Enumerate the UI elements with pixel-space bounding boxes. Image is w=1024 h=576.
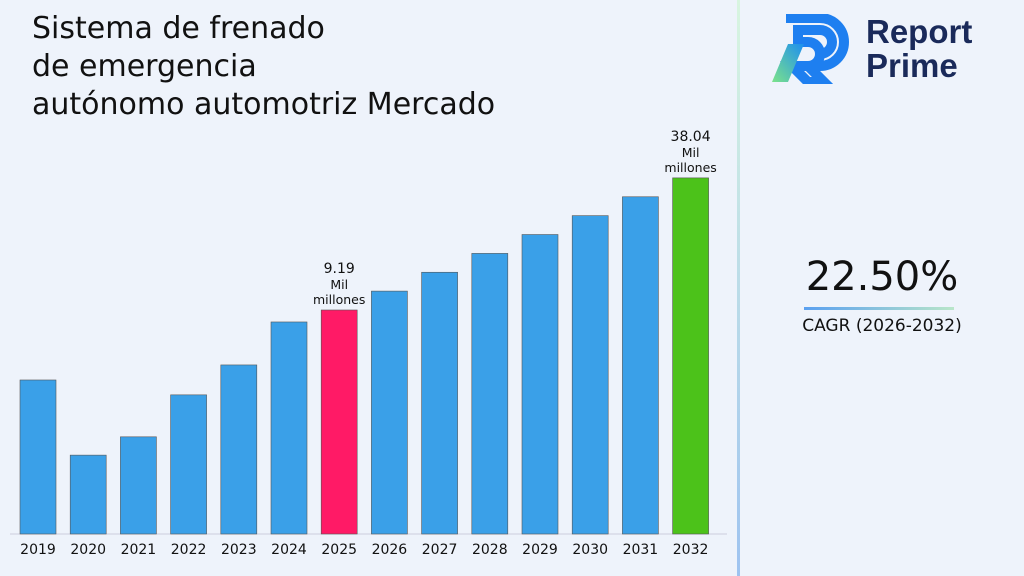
- bar-2028: [471, 253, 509, 535]
- x-tick-label: 2031: [623, 542, 659, 558]
- x-tick-label: 2027: [422, 542, 458, 558]
- bar-2032: [672, 177, 709, 535]
- cagr-underline: [804, 307, 954, 310]
- bar-2026: [371, 290, 408, 535]
- divider: [737, 0, 740, 576]
- x-tick-label: 2021: [121, 542, 157, 558]
- data-label: Mil: [682, 145, 700, 160]
- data-label: Mil: [330, 277, 348, 292]
- bar-2030: [571, 215, 609, 535]
- title-line: de emergencia: [32, 49, 257, 84]
- x-tick-label: 2024: [271, 542, 307, 558]
- x-tick-label: 2028: [472, 542, 508, 558]
- bar-2021: [120, 436, 157, 535]
- cagr-label: CAGR (2026-2032): [802, 316, 962, 336]
- bar-2023: [220, 364, 258, 535]
- title-line: Sistema de frenado: [32, 11, 325, 46]
- data-label: 38.04: [671, 129, 711, 145]
- logo-text-report: Report: [866, 13, 973, 50]
- x-tick-label: 2019: [20, 542, 56, 558]
- report-prime-logo: Report Prime: [768, 14, 972, 84]
- x-tick-label: 2029: [522, 542, 558, 558]
- bar-2025: [320, 309, 358, 535]
- data-label: 9.19: [324, 261, 355, 277]
- bar-2027: [421, 271, 458, 535]
- x-tick-label: 2032: [673, 542, 709, 558]
- x-tick-label: 2025: [321, 542, 357, 558]
- data-label: millones: [313, 292, 365, 307]
- bar-2024: [270, 321, 308, 535]
- bar-2020: [69, 454, 107, 535]
- x-tick-label: 2022: [171, 542, 207, 558]
- x-tick-label: 2030: [572, 542, 608, 558]
- data-label: millones: [664, 160, 716, 175]
- chart-title: Sistema de frenado de emergencia autónom…: [32, 10, 632, 124]
- logo-mark-icon: [772, 14, 849, 84]
- bar-2031: [622, 196, 659, 535]
- x-tick-label: 2023: [221, 542, 257, 558]
- bar-chart: 2019 2020 2021 2022 2023 2024 2025 2026 2027 2028…: [10, 129, 727, 558]
- bar-2029: [521, 234, 559, 535]
- x-tick-label: 2026: [372, 542, 408, 558]
- bar-2022: [170, 394, 207, 535]
- x-tick-label: 2020: [70, 542, 106, 558]
- bar-2019: [19, 379, 57, 535]
- cagr-value: 22.50%: [805, 254, 959, 300]
- logo-text-prime: Prime: [866, 47, 958, 84]
- title-line: autónomo automotriz Mercado: [32, 87, 496, 122]
